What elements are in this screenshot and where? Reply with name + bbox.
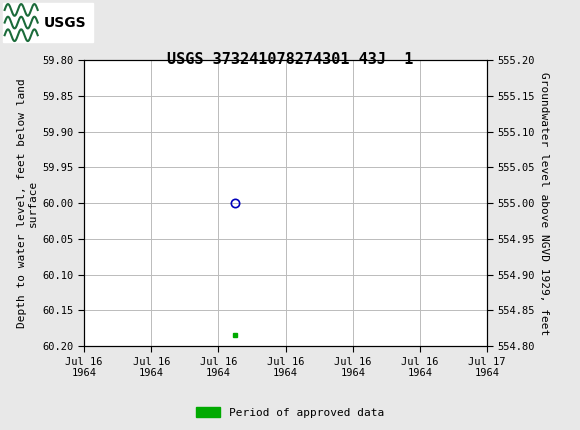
Legend: Period of approved data: Period of approved data: [191, 403, 389, 422]
Y-axis label: Depth to water level, feet below land
surface: Depth to water level, feet below land su…: [17, 78, 38, 328]
Text: USGS: USGS: [44, 15, 86, 30]
Text: USGS 373241078274301 43J  1: USGS 373241078274301 43J 1: [167, 52, 413, 68]
Bar: [3, 3, 93, 43]
Y-axis label: Groundwater level above NGVD 1929, feet: Groundwater level above NGVD 1929, feet: [539, 71, 549, 335]
